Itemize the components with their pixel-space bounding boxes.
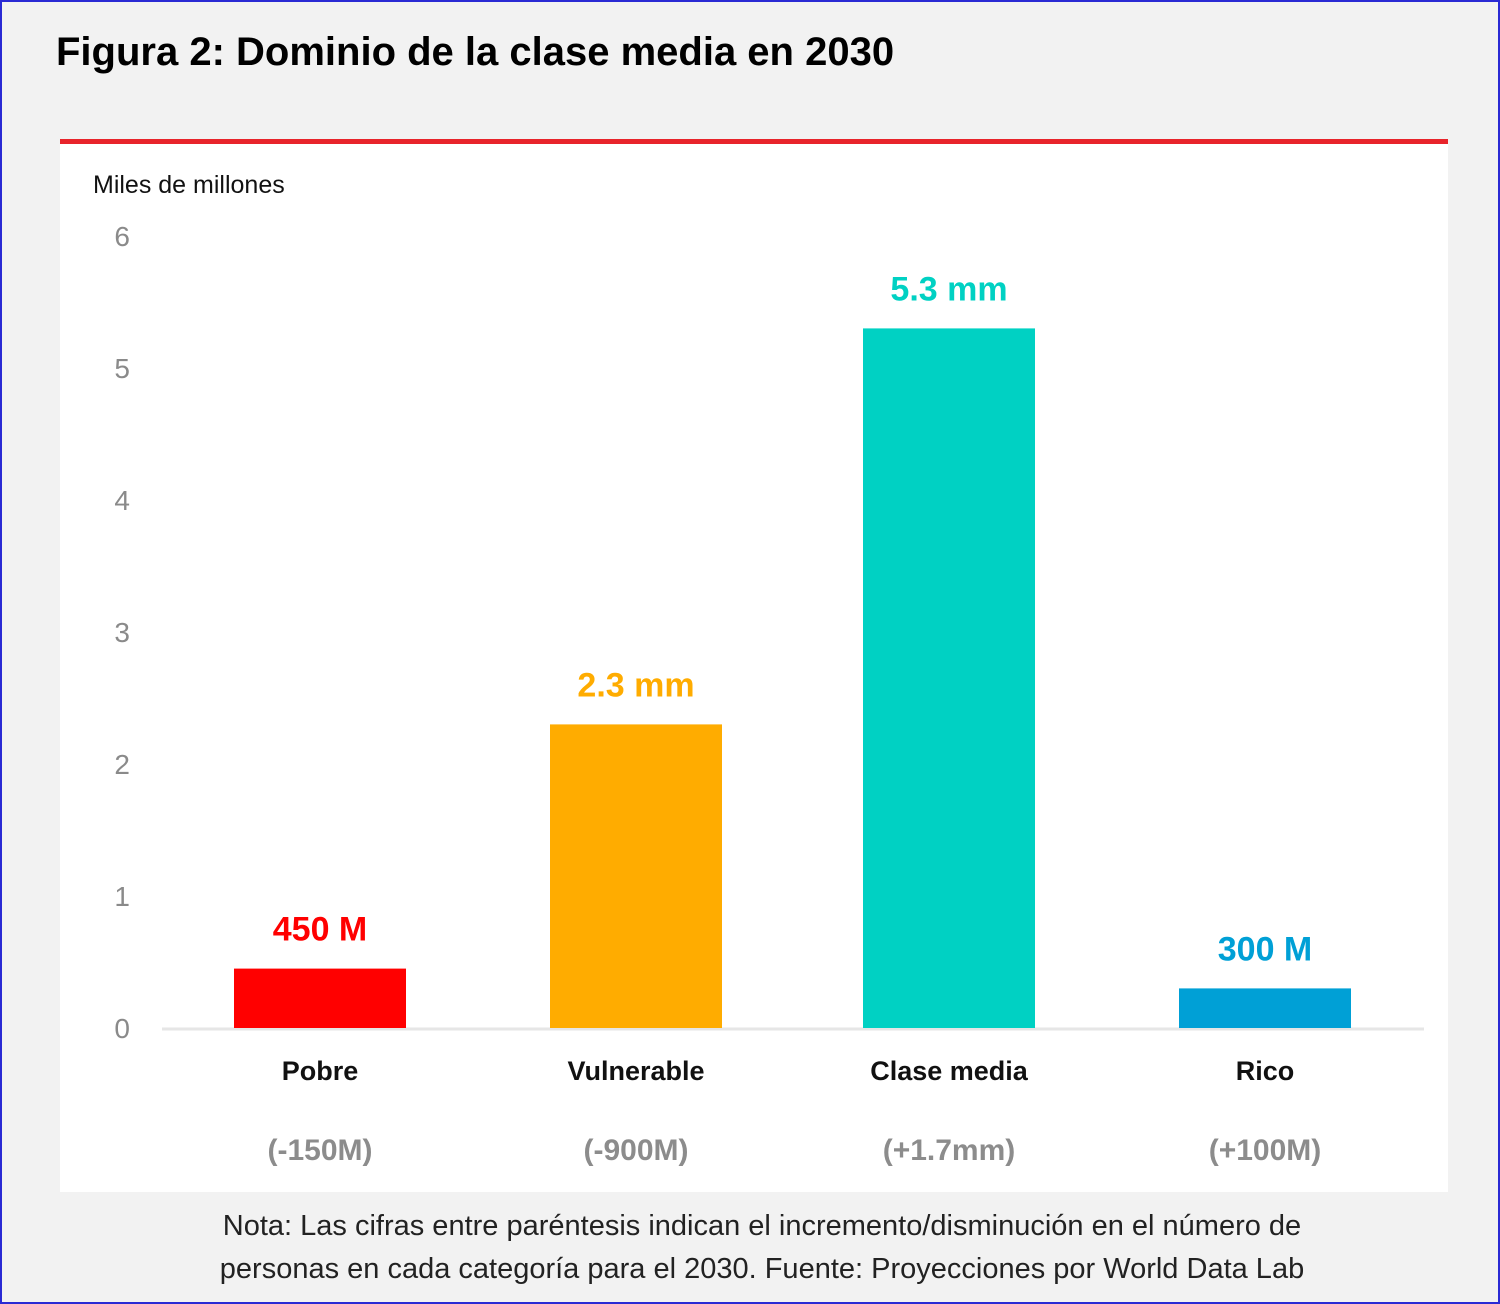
y-tick-label: 0 xyxy=(114,1013,130,1044)
change-label: (-900M) xyxy=(583,1134,688,1167)
change-label: (-150M) xyxy=(267,1134,372,1167)
bar-rico xyxy=(1179,988,1351,1028)
chart-panel: Miles de millones 0 1 2 3 4 5 6 450 M Pobre (-150M… xyxy=(60,144,1448,1192)
y-tick-label: 3 xyxy=(114,617,130,648)
y-axis-label: Miles de millones xyxy=(93,171,285,199)
title-divider xyxy=(60,139,1448,144)
x-tick-label: Rico xyxy=(1236,1056,1295,1086)
y-tick-label: 2 xyxy=(114,749,130,780)
y-tick-label: 1 xyxy=(114,881,130,912)
note-line-2: personas en cada categoría para el 2030.… xyxy=(219,1253,1305,1285)
x-tick-label: Pobre xyxy=(282,1056,359,1086)
note-line-1: Nota: Las cifras entre paréntesis indica… xyxy=(222,1210,1302,1242)
figure-note: Nota: Las cifras entre paréntesis indica… xyxy=(62,1205,1462,1291)
y-tick-label: 6 xyxy=(114,221,130,252)
change-label: (+100M) xyxy=(1209,1134,1322,1167)
data-label: 300 M xyxy=(1218,930,1313,968)
y-tick-label: 4 xyxy=(114,485,130,516)
bar-pobre xyxy=(234,968,406,1028)
x-tick-label: Clase media xyxy=(870,1056,1029,1086)
change-label: (+1.7mm) xyxy=(883,1134,1016,1167)
data-label: 450 M xyxy=(273,911,368,949)
data-label: 2.3 mm xyxy=(577,666,694,704)
bar-clase-media xyxy=(863,328,1035,1028)
data-label: 5.3 mm xyxy=(890,270,1007,308)
y-tick-label: 5 xyxy=(114,353,130,384)
bar-chart: Miles de millones 0 1 2 3 4 5 6 450 M Pobre (-150M… xyxy=(93,171,1424,1167)
x-tick-label: Vulnerable xyxy=(567,1056,704,1086)
bar-vulnerable xyxy=(550,724,722,1028)
figure-title: Figura 2: Dominio de la clase media en 2… xyxy=(56,30,895,74)
